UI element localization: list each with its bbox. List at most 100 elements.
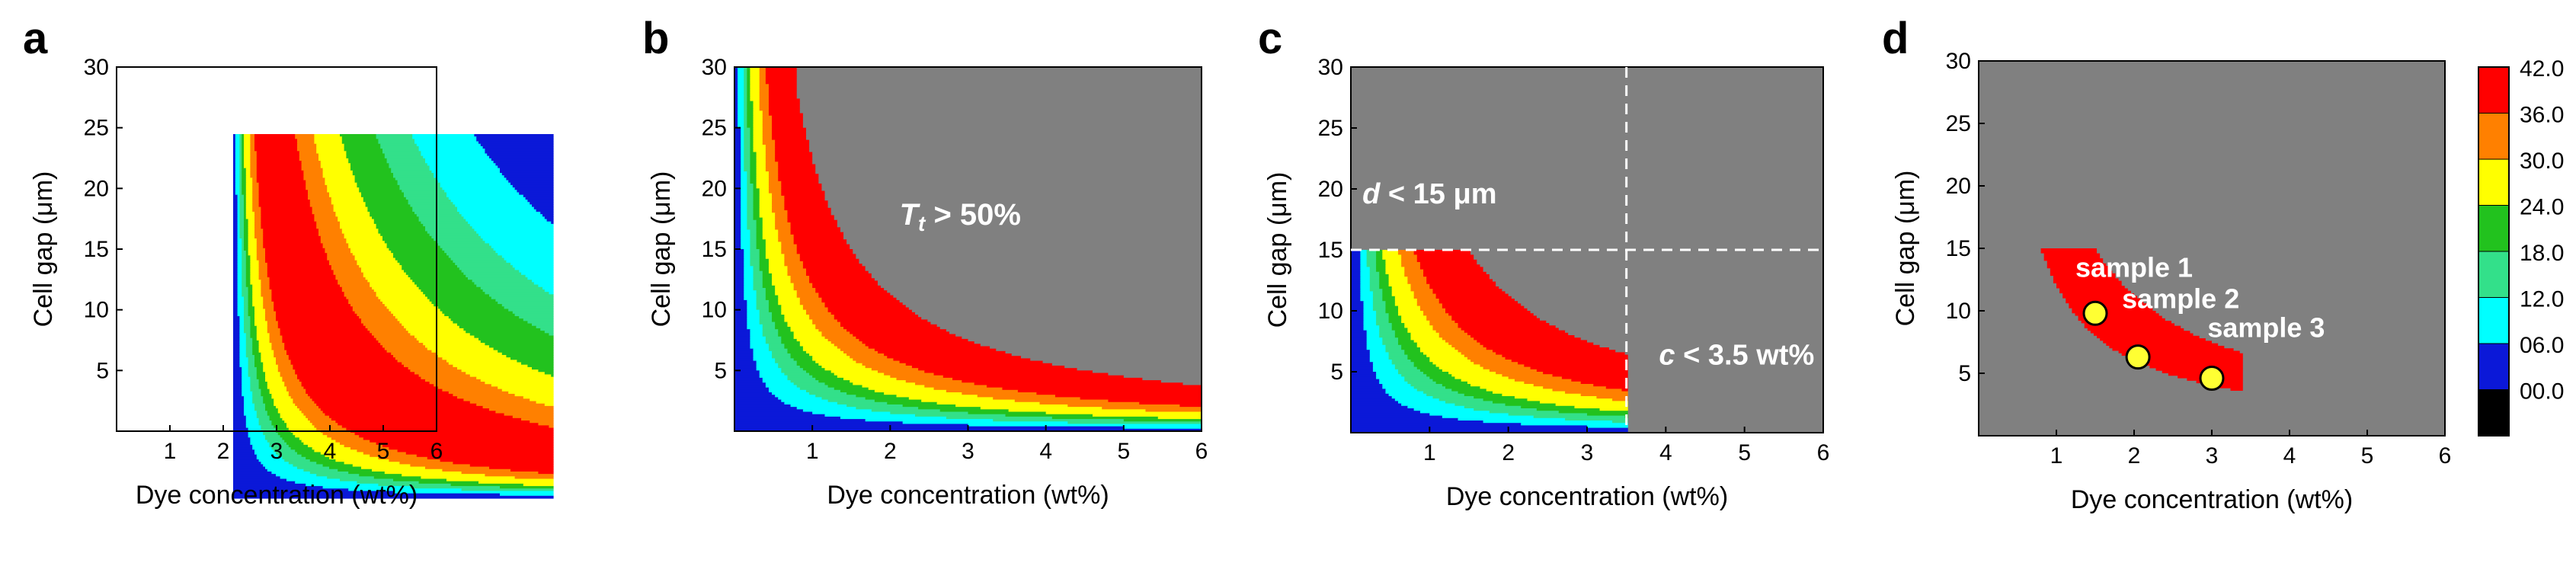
contour-cell xyxy=(1419,267,1484,270)
contour-cell xyxy=(1413,296,1437,299)
contour-cell xyxy=(397,180,439,184)
contour-cell xyxy=(865,365,913,369)
contour-cell xyxy=(1351,411,1421,414)
contour-cell xyxy=(1979,283,2057,286)
contour-cell xyxy=(405,272,464,276)
contour-cell xyxy=(734,395,776,398)
contour-cell xyxy=(288,444,309,448)
contour-cell xyxy=(478,141,554,145)
contour-cell xyxy=(1398,250,1415,253)
contour-cell xyxy=(237,253,242,256)
contour-cell xyxy=(391,168,430,171)
contour-cell xyxy=(824,305,907,309)
contour-cell xyxy=(256,163,302,167)
contour-cell xyxy=(805,370,832,374)
contour-cell xyxy=(233,413,245,417)
contour-cell xyxy=(753,210,760,213)
contour-cell xyxy=(1391,362,1415,365)
contour-cell xyxy=(455,262,511,266)
contour-cell xyxy=(491,158,554,161)
contour-cell xyxy=(325,177,356,181)
contour-cell xyxy=(750,336,766,340)
contour-cell xyxy=(747,98,751,102)
contour-cell xyxy=(843,377,898,381)
contour-cell xyxy=(235,187,240,190)
contour-cell xyxy=(750,142,754,146)
contour-cell xyxy=(416,337,479,341)
contour-cell xyxy=(239,316,245,319)
contour-cell xyxy=(1979,253,2045,257)
contour-cell xyxy=(918,368,1078,371)
contour-cell xyxy=(258,350,274,353)
contour-cell xyxy=(865,419,994,422)
contour-cell xyxy=(265,248,325,251)
contour-cell xyxy=(248,219,255,222)
colorbar-label: 12.0 xyxy=(2520,287,2564,312)
contour-cell xyxy=(421,151,485,155)
contour-cell xyxy=(750,86,760,90)
contour-cell xyxy=(1410,337,1443,341)
contour-cell xyxy=(431,301,498,305)
contour-cell xyxy=(778,365,801,369)
contour-cell xyxy=(1351,376,1377,380)
contour-cell xyxy=(2069,303,2147,307)
contour-cell xyxy=(1372,362,1393,365)
contour-cell xyxy=(431,235,482,239)
contour-cell xyxy=(750,133,754,136)
contour-cell xyxy=(1351,116,1824,119)
contour-cell xyxy=(233,382,242,385)
contour-cell xyxy=(299,155,319,159)
contour-cell xyxy=(955,334,1202,337)
contour-cell xyxy=(235,180,240,184)
contour-cell xyxy=(348,158,388,161)
contour-cell xyxy=(327,187,360,190)
contour-cell xyxy=(233,372,242,376)
contour-cell xyxy=(1054,395,1202,398)
contour-cell xyxy=(1454,403,1506,407)
contour-cell xyxy=(237,241,242,244)
contour-cell xyxy=(254,311,266,315)
contour-cell xyxy=(237,260,242,264)
contour-cell xyxy=(282,340,379,344)
contour-cell xyxy=(250,172,258,176)
contour-cell xyxy=(1360,271,1371,275)
contour-cell xyxy=(245,425,261,429)
contour-cell xyxy=(734,285,744,289)
contour-cell xyxy=(256,238,264,241)
contour-cell xyxy=(1376,318,1390,321)
contour-cell xyxy=(235,172,240,176)
contour-cell xyxy=(1580,393,1629,397)
contour-cell xyxy=(784,198,826,201)
contour-cell xyxy=(325,182,357,186)
contour-cell xyxy=(233,379,242,382)
contour-cell xyxy=(753,127,763,131)
contour-cell xyxy=(890,293,1202,296)
contour-cell xyxy=(775,326,792,330)
contour-cell xyxy=(1561,376,1629,380)
contour-cell xyxy=(759,205,773,209)
contour-cell xyxy=(772,278,792,282)
contour-cell xyxy=(1612,398,1629,401)
contour-cell xyxy=(1407,279,1427,283)
contour-cell xyxy=(245,177,253,181)
contour-cell xyxy=(237,204,240,208)
contour-cell xyxy=(431,350,498,353)
contour-cell xyxy=(239,337,247,341)
contour-cell xyxy=(233,337,240,341)
contour-cell xyxy=(250,384,260,388)
contour-cell xyxy=(1011,353,1202,357)
contour-cell xyxy=(775,149,810,153)
contour-cell xyxy=(796,293,819,296)
contour-cell xyxy=(263,301,274,305)
contour-cell xyxy=(418,481,479,484)
contour-cell xyxy=(250,161,258,164)
contour-cell xyxy=(1435,364,1481,368)
contour-cell xyxy=(244,316,251,319)
contour-cell xyxy=(1360,267,1371,270)
contour-cell xyxy=(2121,353,2244,357)
contour-cell xyxy=(2046,265,2110,269)
contour-cell xyxy=(734,94,738,97)
contour-cell xyxy=(242,384,251,388)
contour-cell xyxy=(1363,313,1377,316)
contour-cell xyxy=(1351,69,1824,72)
